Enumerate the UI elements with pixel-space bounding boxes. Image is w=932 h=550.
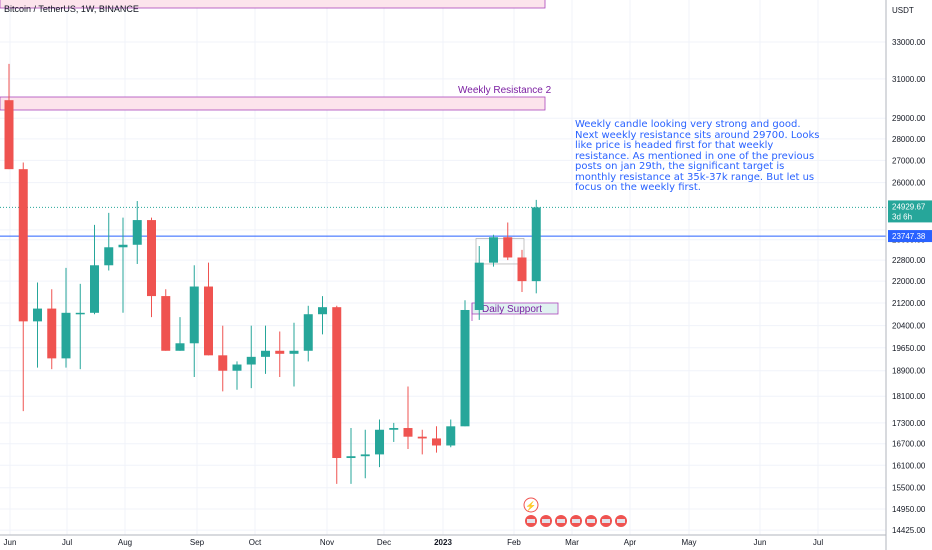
x-tick-label: Nov xyxy=(320,538,334,547)
candle-body[interactable] xyxy=(33,308,42,322)
x-tick-label: Oct xyxy=(249,538,262,547)
x-tick-label: 2023 xyxy=(434,538,452,547)
candle-body[interactable] xyxy=(90,265,99,313)
candle-body[interactable] xyxy=(303,314,313,351)
flag-icon xyxy=(557,519,565,523)
candle-body[interactable] xyxy=(332,307,342,459)
level-price-tag[interactable] xyxy=(888,230,932,243)
range-box xyxy=(475,238,525,265)
weekly-resistance-2-zone[interactable] xyxy=(0,96,546,111)
x-tick-label: Jun xyxy=(4,538,17,547)
candle-body[interactable] xyxy=(47,308,57,359)
chart-title: Bitcoin / TetherUS, 1W, BINANCE xyxy=(4,4,139,14)
candle-body[interactable] xyxy=(261,350,270,357)
candle-body[interactable] xyxy=(346,456,356,459)
x-tick-label: Jul xyxy=(62,538,72,547)
x-tick-label: May xyxy=(681,538,696,547)
candle-body[interactable] xyxy=(460,309,470,427)
y-tick-label: 21200.00 xyxy=(892,299,926,308)
y-tick-label: 19650.00 xyxy=(892,344,926,353)
x-tick-label: Mar xyxy=(565,538,579,547)
y-tick-label: 22000.00 xyxy=(892,277,926,286)
candle-body[interactable] xyxy=(75,312,85,315)
x-tick-label: Dec xyxy=(377,538,391,547)
y-tick-label: 22800.00 xyxy=(892,256,926,265)
x-tick-label: Feb xyxy=(507,538,521,547)
upper-resistance-zone[interactable] xyxy=(0,0,546,9)
candle-body[interactable] xyxy=(189,286,199,344)
y-axis-label: USDT xyxy=(892,6,914,15)
candle-body[interactable] xyxy=(275,350,285,354)
candle-body[interactable] xyxy=(503,237,513,258)
y-tick-label: 14425.00 xyxy=(892,526,926,535)
y-tick-label: 27000.00 xyxy=(892,156,926,165)
x-tick-label: Jun xyxy=(754,538,767,547)
daily-support-label: Daily Support xyxy=(482,304,542,315)
lightning-event-icon[interactable] xyxy=(523,497,539,513)
candle-body[interactable] xyxy=(246,356,256,365)
candle-body[interactable] xyxy=(218,355,228,371)
candle-body[interactable] xyxy=(446,426,456,446)
candle-body[interactable] xyxy=(360,454,370,457)
candle-body[interactable] xyxy=(318,307,327,315)
x-tick-label: Sep xyxy=(190,538,205,547)
candle-body[interactable] xyxy=(147,220,156,297)
candle-body[interactable] xyxy=(489,237,498,263)
flag-icon xyxy=(602,519,610,523)
candle-body[interactable] xyxy=(389,428,399,430)
y-tick-label: 16100.00 xyxy=(892,461,926,470)
y-tick-label: 28000.00 xyxy=(892,135,926,144)
candle-body[interactable] xyxy=(531,207,541,282)
y-tick-label: 18900.00 xyxy=(892,367,926,376)
candle-body[interactable] xyxy=(517,257,527,282)
candle-body[interactable] xyxy=(61,312,71,359)
candle-body[interactable] xyxy=(417,436,427,439)
candle-body[interactable] xyxy=(104,247,114,266)
lightning-glyph: ⚡ xyxy=(525,500,536,512)
level-price-value: 23747.38 xyxy=(892,232,926,241)
y-tick-label: 31000.00 xyxy=(892,75,926,84)
y-tick-label: 26000.00 xyxy=(892,179,926,188)
x-tick-label: Apr xyxy=(624,538,637,547)
candle-body[interactable] xyxy=(204,286,213,356)
candle-body[interactable] xyxy=(232,364,242,371)
y-tick-label: 14950.00 xyxy=(892,505,926,514)
y-tick-label: 16700.00 xyxy=(892,440,926,449)
candle-body[interactable] xyxy=(4,100,14,170)
weekly-resistance-2-label: Weekly Resistance 2 xyxy=(458,85,552,96)
flag-icon xyxy=(587,519,595,523)
y-tick-label: 15500.00 xyxy=(892,484,926,493)
candle-body[interactable] xyxy=(161,296,171,351)
analysis-note[interactable]: Weekly candle looking very strong and go… xyxy=(575,119,820,193)
y-tick-label: 29000.00 xyxy=(892,114,926,123)
last-price-tag[interactable] xyxy=(888,200,932,223)
candle-body[interactable] xyxy=(118,244,128,248)
y-tick-label: 20400.00 xyxy=(892,322,926,331)
candle-body[interactable] xyxy=(18,169,28,322)
flag-icon xyxy=(527,519,535,523)
y-tick-label: 18100.00 xyxy=(892,392,926,401)
y-tick-label: 33000.00 xyxy=(892,38,926,47)
x-tick-label: Jul xyxy=(813,538,823,547)
x-tick-label: Aug xyxy=(118,538,132,547)
candle-body[interactable] xyxy=(375,429,384,455)
y-tick-label: 17300.00 xyxy=(892,419,926,428)
bar-countdown: 3d 6h xyxy=(892,212,912,221)
candle-body[interactable] xyxy=(432,438,441,446)
flag-icon xyxy=(617,519,625,523)
last-price-value: 24929.67 xyxy=(892,202,926,211)
candle-body[interactable] xyxy=(132,220,142,245)
candle-body[interactable] xyxy=(474,262,484,310)
candle-body[interactable] xyxy=(175,343,185,351)
flag-icon xyxy=(572,519,580,523)
candle-body[interactable] xyxy=(289,350,299,354)
flag-icon xyxy=(542,519,550,523)
candle-body[interactable] xyxy=(403,428,413,437)
